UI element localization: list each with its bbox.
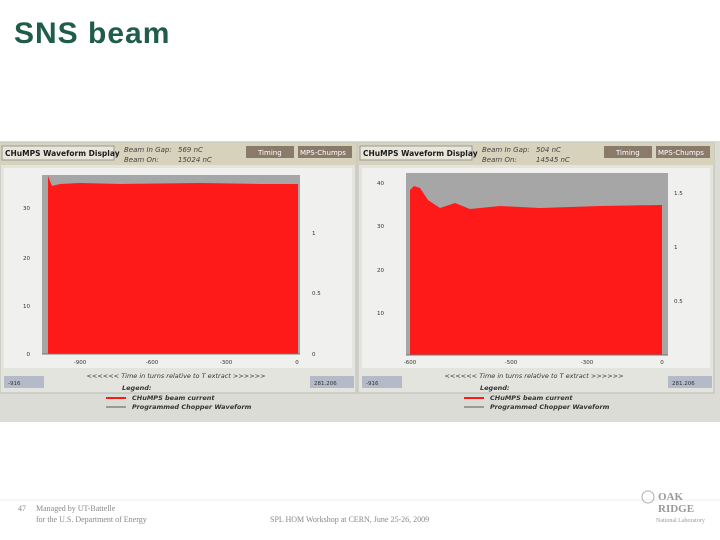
x-tick-label: -300 xyxy=(581,360,594,366)
gap-label: Beam In Gap: xyxy=(482,146,530,154)
y-tick-label: 30 xyxy=(377,224,384,230)
logo: National Laboratory xyxy=(656,518,705,524)
axis-label: <<<<<< Time in turns relative to T extra… xyxy=(86,372,265,380)
slide-title: SNS beam xyxy=(14,17,170,50)
header-box xyxy=(359,145,473,161)
legend-label: Programmed Chopper Waveform xyxy=(132,403,252,411)
button[interactable] xyxy=(298,146,352,158)
gap-label: Beam In Gap: xyxy=(124,146,172,154)
panels: CHuMPS Waveform Display Beam In Gap: 569 n… xyxy=(0,142,715,411)
button[interactable] xyxy=(656,146,710,158)
button-label: MPS-Chumps xyxy=(658,149,704,157)
button-label: MPS-Chumps xyxy=(300,149,346,157)
y-tick-label: 20 xyxy=(23,256,30,262)
legend-label: CHuMPS beam current xyxy=(132,394,215,402)
managed-by: Managed by UT-Battelle xyxy=(36,504,116,513)
legend-label: CHuMPS beam current xyxy=(490,394,573,402)
range-start: -916 xyxy=(366,381,379,387)
gap-value: 504 nC xyxy=(536,146,561,154)
x-tick-label: 0 xyxy=(660,360,664,366)
managed-by: for the U.S. Department of Energy xyxy=(36,515,147,524)
on-label: Beam On: xyxy=(482,156,517,164)
header-title: CHuMPS Waveform Display xyxy=(5,149,120,158)
y-tick-label: 0 xyxy=(27,352,31,358)
range-field xyxy=(668,376,712,388)
y2-tick-label: 0.5 xyxy=(674,299,683,305)
y2-tick-label: 0 xyxy=(312,352,316,358)
range-start: -916 xyxy=(8,381,21,387)
x-tick-label: -500 xyxy=(505,360,518,366)
x-tick-label: -900 xyxy=(74,360,87,366)
range-end: 281.206 xyxy=(672,381,695,387)
y-tick-label: 20 xyxy=(377,268,384,274)
beam-waveform xyxy=(410,186,662,355)
page-number: 47 xyxy=(18,504,26,513)
x-tick-label: -600 xyxy=(404,360,417,366)
y2-tick-label: 0.5 xyxy=(312,291,321,297)
legend-title: Legend: xyxy=(122,384,152,392)
logo-icon xyxy=(641,490,655,504)
y-tick-label: 30 xyxy=(23,206,30,212)
range-field xyxy=(362,376,402,388)
legend-title: Legend: xyxy=(480,384,510,392)
y-tick-label: 10 xyxy=(23,304,30,310)
button-label: Timing xyxy=(257,149,282,157)
button[interactable] xyxy=(246,146,294,158)
y2-tick-label: 1 xyxy=(312,231,316,237)
gap-value: 569 nC xyxy=(178,146,203,154)
logo: OAK xyxy=(658,491,684,503)
button-label: Timing xyxy=(615,149,640,157)
logo: RIDGE xyxy=(658,503,694,515)
on-value: 15024 nC xyxy=(178,156,212,164)
on-value: 14545 nC xyxy=(536,156,570,164)
y-tick-label: 40 xyxy=(377,181,384,187)
button[interactable] xyxy=(604,146,652,158)
y-tick-label: 10 xyxy=(377,311,384,317)
range-field xyxy=(310,376,354,388)
y2-tick-label: 1.5 xyxy=(674,191,683,197)
y2-tick-label: 1 xyxy=(674,245,678,251)
x-tick-label: 0 xyxy=(295,360,299,366)
on-label: Beam On: xyxy=(124,156,159,164)
range-end: 281.206 xyxy=(314,381,337,387)
range-field xyxy=(4,376,44,388)
header-box xyxy=(1,145,115,161)
x-tick-label: -600 xyxy=(146,360,159,366)
beam-waveform xyxy=(48,176,298,354)
x-tick-label: -300 xyxy=(220,360,233,366)
event: SPL HOM Workshop at CERN, June 25-26, 20… xyxy=(270,515,429,524)
header-title: CHuMPS Waveform Display xyxy=(363,149,478,158)
legend-label: Programmed Chopper Waveform xyxy=(490,403,610,411)
axis-label: <<<<<< Time in turns relative to T extra… xyxy=(444,372,623,380)
